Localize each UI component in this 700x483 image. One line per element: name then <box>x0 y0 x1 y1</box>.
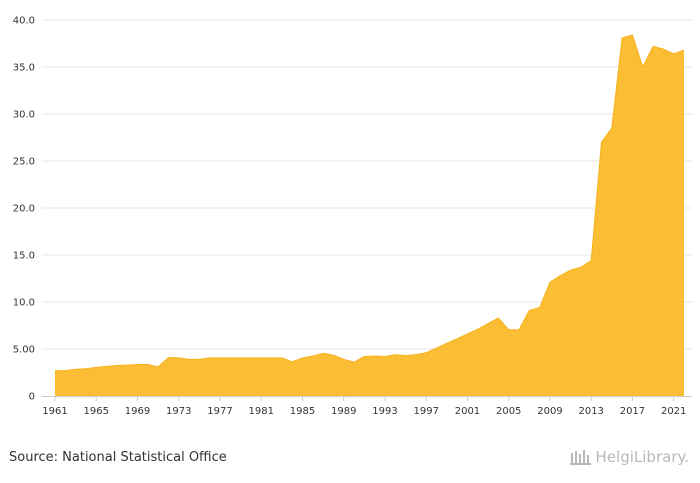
x-tick-label: 1993 <box>372 406 397 417</box>
x-tick-label: 2001 <box>455 406 480 417</box>
y-tick-label: 40.0 <box>13 16 35 27</box>
x-tick-label: 2021 <box>661 406 686 417</box>
logo-text: HelgiLibrary. <box>595 448 689 466</box>
x-tick-label: 1981 <box>249 406 274 417</box>
x-tick-label: 1985 <box>290 406 315 417</box>
library-icon <box>569 450 591 465</box>
source-note: Source: National Statistical Office <box>9 450 227 465</box>
chart-footer: Source: National Statistical Office Helg… <box>0 440 700 483</box>
x-tick-label: 1997 <box>413 406 438 417</box>
y-tick-label: 10.0 <box>13 298 35 309</box>
y-tick-label: 5.00 <box>13 345 35 356</box>
helgi-library-logo: HelgiLibrary. <box>569 448 689 466</box>
y-tick-label: 20.0 <box>13 204 35 215</box>
x-tick-label: 1977 <box>207 406 232 417</box>
y-axis: 0 5.00 10.0 15.0 20.0 25.0 30.0 35.0 40.0 <box>13 16 35 403</box>
x-tick-label: 2005 <box>496 406 521 417</box>
y-tick-label: 35.0 <box>13 63 35 74</box>
x-tick-label: 1961 <box>42 406 67 417</box>
y-tick-label: 25.0 <box>13 157 35 168</box>
y-tick-label: 15.0 <box>13 251 35 262</box>
y-gridlines <box>42 19 692 350</box>
x-tick-label: 1969 <box>125 406 150 417</box>
area-fill <box>55 35 684 396</box>
y-tick-label: 0 <box>29 392 35 403</box>
area-chart: 1961 1965 1969 1973 1977 1981 1985 1989 1993 1997… <box>13 16 692 417</box>
x-tick-label: 2013 <box>578 406 603 417</box>
x-tick-label: 2017 <box>620 406 645 417</box>
x-tick-label: 1989 <box>331 406 356 417</box>
chart-area-series <box>55 34 685 396</box>
x-tick-label: 1965 <box>84 406 109 417</box>
x-tick-label: 2009 <box>537 406 562 417</box>
x-tick-label: 1973 <box>166 406 191 417</box>
area-line <box>55 34 685 372</box>
x-axis: 1961 1965 1969 1973 1977 1981 1985 1989 1993 1997… <box>42 396 692 417</box>
y-tick-label: 30.0 <box>13 110 35 121</box>
